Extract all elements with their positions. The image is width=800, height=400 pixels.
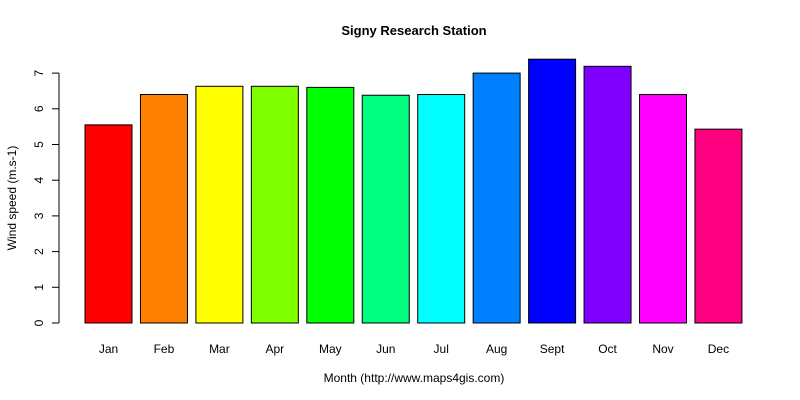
- x-tick-label: Oct: [598, 342, 617, 356]
- y-tick-label: 1: [32, 284, 46, 291]
- chart-title: Signy Research Station: [341, 23, 487, 38]
- x-tick-label: Feb: [154, 342, 175, 356]
- bar-jul: [417, 94, 466, 324]
- bar-mar: [195, 85, 244, 324]
- y-tick-label: 0: [32, 319, 46, 326]
- y-tick-label: 6: [32, 105, 46, 112]
- x-tick-label: Jun: [376, 342, 395, 356]
- bar-may: [306, 86, 355, 324]
- bar-aug: [472, 72, 521, 324]
- y-tick-label: 5: [32, 141, 46, 148]
- x-tick-label: Jan: [99, 342, 118, 356]
- y-axis-label: Wind speed (m.s-1): [5, 145, 19, 251]
- bar-oct: [583, 65, 632, 324]
- bar-feb: [139, 94, 188, 324]
- x-tick-label: Mar: [209, 342, 230, 356]
- y-tick-label: 7: [32, 69, 46, 76]
- bar-nov: [639, 94, 687, 324]
- x-tick-label: Nov: [652, 342, 673, 356]
- bar-jan: [84, 124, 133, 324]
- bar-dec: [694, 128, 743, 324]
- x-axis-label: Month (http://www.maps4gis.com): [323, 371, 505, 385]
- bar-sept: [528, 58, 577, 324]
- x-tick-label: Apr: [266, 342, 285, 356]
- y-tick-label: 4: [32, 177, 46, 184]
- bar-jun: [361, 94, 410, 324]
- x-tick-label: Dec: [708, 342, 729, 356]
- x-tick-label: May: [319, 342, 342, 356]
- bar-apr: [250, 85, 299, 324]
- x-tick-label: Aug: [486, 342, 507, 356]
- x-tick-label: Sept: [540, 342, 565, 356]
- y-tick-label: 2: [32, 248, 46, 255]
- x-tick-label: Jul: [434, 342, 449, 356]
- y-tick-label: 3: [32, 212, 46, 219]
